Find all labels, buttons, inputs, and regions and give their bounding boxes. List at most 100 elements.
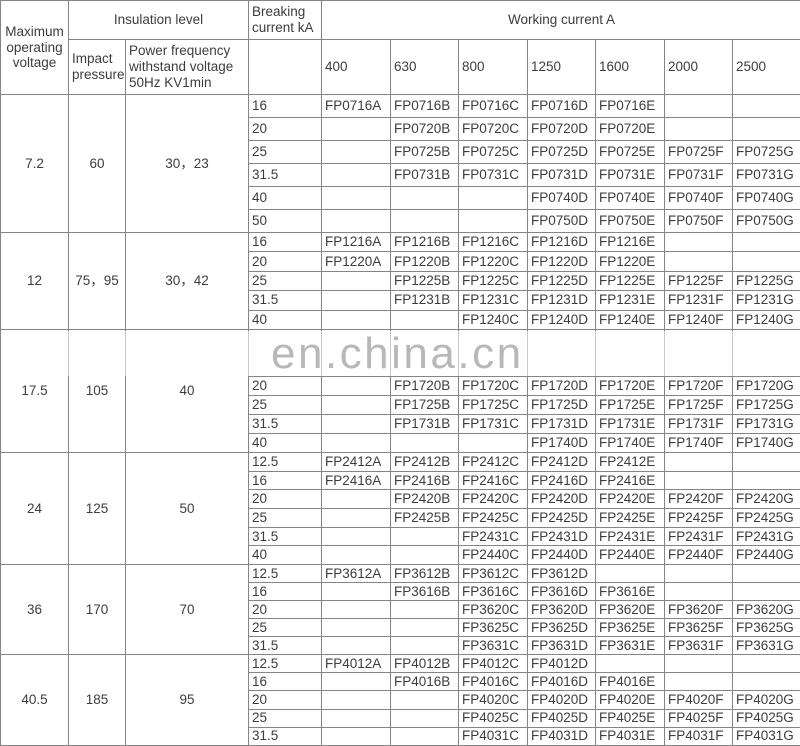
breaking-current-value: 25 (248, 708, 322, 728)
breaking-current-value: 25 (248, 140, 322, 164)
empty-cell (731, 328, 800, 377)
model-code: FP3616C (458, 582, 528, 602)
model-code: FP0740F (664, 186, 733, 210)
model-code: FP1231D (527, 290, 596, 311)
model-code: FP1725F (664, 394, 733, 415)
breaking-current-value: 31.5 (248, 726, 322, 746)
breaking-current-value: 16 (248, 231, 322, 253)
empty-cell (664, 582, 733, 602)
model-code: FP2431F (664, 526, 733, 547)
model-code: FP3616B (390, 582, 459, 602)
empty-cell (390, 690, 459, 710)
model-code: FP1225E (595, 270, 665, 292)
model-code: FP3625C (458, 618, 528, 638)
model-code: FP4012A (321, 654, 391, 674)
model-code: FP0716A (321, 94, 391, 118)
empty-cell (321, 545, 391, 566)
table-row: 40 FP1240C FP1240D FP1240E FP1240F FP1240G (1, 309, 800, 330)
model-code: FP4020E (595, 690, 665, 710)
model-code: FP4012C (458, 654, 528, 674)
empty-cell (321, 432, 391, 453)
header-current-1250: 1250 (527, 39, 596, 95)
table-row: 25 FP3625C FP3625D FP3625E FP3625F FP3625G (1, 618, 800, 638)
model-code: FP2425E (595, 508, 665, 528)
empty-cell (390, 526, 459, 547)
model-code: FP1216B (390, 231, 459, 253)
model-code: FP0725F (664, 140, 733, 164)
table-row: 31.5 FP1731B FP1731C FP1731D FP1731E FP1731F F… (1, 413, 800, 434)
table-row: 17.5 105 40 (0, 328, 800, 453)
model-code: FP4031C (458, 726, 528, 746)
table-row: 20 FP1720B FP1720C FP1720D FP1720E FP1720F FP1… (1, 375, 800, 396)
model-code: FP0725G (731, 140, 800, 164)
header-current-800: 800 (458, 39, 528, 95)
empty-cell (664, 470, 733, 491)
model-code: FP3620E (595, 600, 665, 620)
model-code: FP4031E (595, 726, 665, 746)
model-code: FP2416C (458, 470, 528, 491)
model-code: FP1240C (458, 309, 528, 330)
empty-cell (458, 328, 528, 377)
empty-cell (321, 582, 391, 602)
model-code: FP0716E (595, 94, 665, 118)
empty-cell (731, 451, 800, 472)
model-code: FP1240F (664, 309, 733, 330)
empty-cell (390, 432, 459, 453)
empty-cell (664, 328, 733, 377)
model-code: FP1225F (664, 270, 733, 292)
model-code: FP1216C (458, 231, 528, 253)
model-code: FP1231G (731, 290, 800, 311)
table-row: 31.5 FP4031C FP4031D FP4031E FP4031F FP4031G (1, 726, 800, 746)
model-code: FP0725E (595, 140, 665, 164)
impact-pressure-cell-7.2: 60 (68, 94, 126, 233)
empty-cell (595, 654, 665, 674)
model-code: FP3620F (664, 600, 733, 620)
empty-cell (664, 251, 733, 272)
model-code: FP1225B (390, 270, 459, 292)
model-code: FP4031G (731, 726, 800, 746)
empty-cell (321, 163, 391, 187)
model-code: FP2412E (595, 451, 665, 472)
empty-cell (321, 526, 391, 547)
breaking-current-value: 20 (248, 251, 322, 272)
header-current-400: 400 (321, 39, 391, 95)
table-row: 20 FP2420B FP2420C FP2420D FP2420E FP2420F FP2… (1, 489, 800, 510)
empty-cell (321, 600, 391, 620)
model-code: FP1231B (390, 290, 459, 311)
header-current-2000: 2000 (664, 39, 733, 95)
table-row: 31.5 FP0731B FP0731C FP0731D FP0731E FP0731F F… (1, 163, 800, 187)
power-frequency-cell-24: 50 (125, 451, 249, 566)
model-code: FP2440C (458, 545, 528, 566)
empty-cell (321, 636, 391, 656)
power-frequency-cell-12: 30，42 (125, 232, 249, 330)
table-row: 16 FP4016B FP4016C FP4016D FP4016E (1, 672, 800, 692)
model-code: FP2420E (595, 489, 665, 510)
model-code: FP1720B (390, 375, 459, 396)
model-code: FP4016B (390, 672, 459, 692)
model-code: FP1725D (527, 394, 596, 415)
model-code: FP3616D (527, 582, 596, 602)
model-code: FP2431C (458, 526, 528, 547)
model-code: FP0720B (390, 117, 459, 141)
model-code: FP2412A (321, 451, 391, 472)
voltage-cell-36: 36 (0, 564, 69, 656)
empty-cell (731, 654, 800, 674)
model-code: FP4025C (458, 708, 528, 728)
breaking-current-value: 50 (248, 209, 322, 233)
impact-pressure-cell-24: 125 (68, 451, 126, 566)
header-insulation-level: Insulation level (68, 0, 249, 40)
header-current-2500: 2500 (731, 39, 800, 95)
voltage-cell-17.5: 17.5 (0, 328, 69, 453)
breaking-current-value: 31.5 (248, 413, 322, 434)
model-code: FP1231C (458, 290, 528, 311)
empty-cell (390, 600, 459, 620)
breaking-current-value: 25 (248, 618, 322, 638)
header-current-1600: 1600 (595, 39, 665, 95)
empty-cell (731, 582, 800, 602)
model-code: FP3620D (527, 600, 596, 620)
breaking-current-value: 40 (248, 309, 322, 330)
model-code: FP3616E (595, 582, 665, 602)
model-code: FP3620C (458, 600, 528, 620)
model-code: FP1216A (321, 231, 391, 253)
